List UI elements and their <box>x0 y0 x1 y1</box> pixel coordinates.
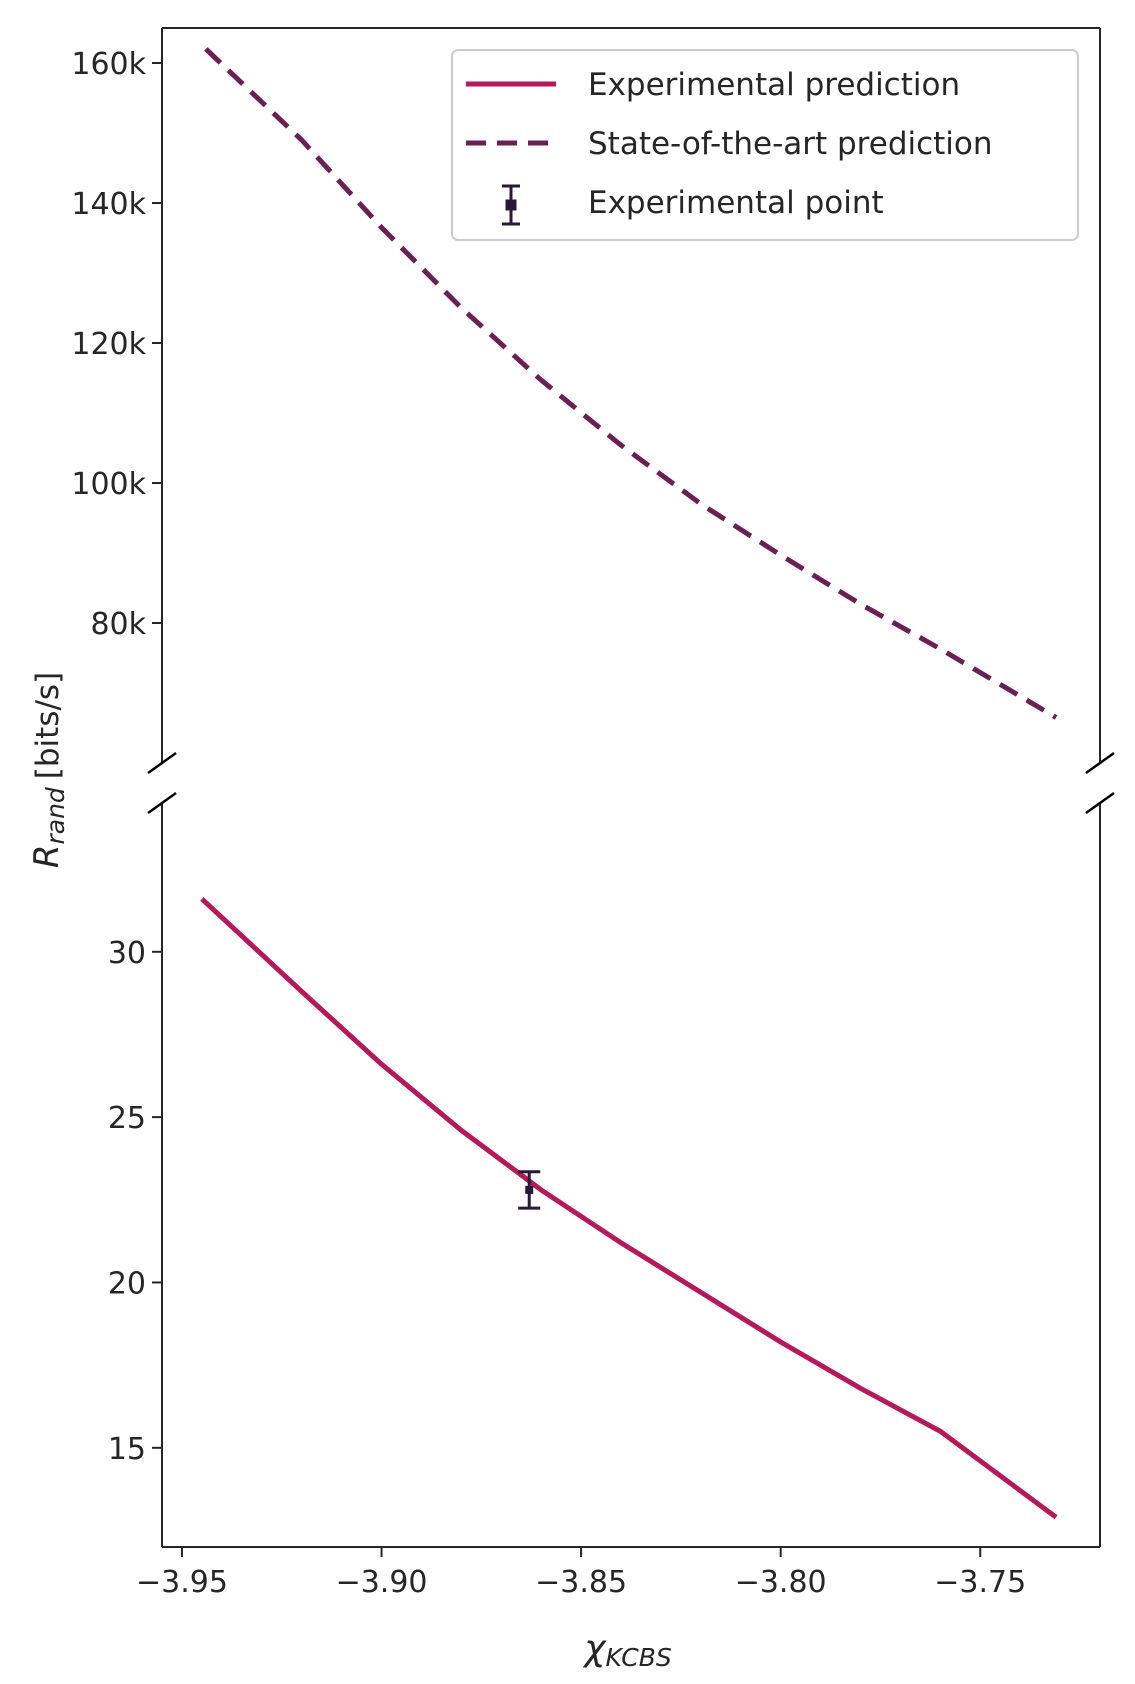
experimental-point <box>518 1170 541 1210</box>
break-mark <box>1085 751 1115 775</box>
axis-break-marks <box>147 751 1115 815</box>
lower-y-tick-label: 15 <box>108 1432 146 1467</box>
break-mark <box>147 751 177 775</box>
legend-box <box>451 49 1079 241</box>
lower-panel: 15 20 25 30 <box>108 897 1058 1520</box>
legend-swatch-experimental-point <box>502 184 520 226</box>
legend-label-experimental-point: Experimental point <box>588 185 884 221</box>
upper-y-tick-label: 140k <box>71 187 146 222</box>
legend: Experimental prediction State-of-the-art… <box>451 49 1079 241</box>
experimental-prediction-line <box>200 897 1058 1520</box>
legend-label-experimental-prediction: Experimental prediction <box>588 67 960 103</box>
upper-y-tick-label: 160k <box>71 47 146 82</box>
upper-y-tick-label: 80k <box>90 607 146 642</box>
x-axis-label: χKCBS <box>582 1628 672 1672</box>
upper-panel: 80k 100k 120k 140k 160k <box>71 47 1058 720</box>
lower-y-tick-label: 25 <box>108 1101 146 1136</box>
lower-y-tick-label: 30 <box>108 936 146 971</box>
x-axis: −3.95 −3.90 −3.85 −3.80 −3.75 <box>136 1547 1026 1600</box>
lower-y-tick-label: 20 <box>108 1266 146 1301</box>
break-mark <box>147 791 177 815</box>
y-axis-label: Rrand[bits/s] <box>27 672 70 868</box>
x-tick-label: −3.75 <box>934 1565 1026 1600</box>
axes-frame <box>161 27 1101 1548</box>
upper-y-tick-label: 100k <box>71 467 146 502</box>
upper-y-tick-label: 120k <box>71 327 146 362</box>
break-mark <box>1085 791 1115 815</box>
x-tick-label: −3.90 <box>336 1565 428 1600</box>
state-of-the-art-line <box>204 47 1058 720</box>
x-tick-label: −3.80 <box>735 1565 827 1600</box>
x-tick-label: −3.95 <box>136 1565 228 1600</box>
experimental-point-marker <box>525 1185 534 1194</box>
x-tick-label: −3.85 <box>535 1565 627 1600</box>
upper-y-axis: 80k 100k 120k 140k 160k <box>71 47 162 642</box>
legend-label-state-of-the-art: State-of-the-art prediction <box>588 126 993 162</box>
lower-y-axis: 15 20 25 30 <box>108 936 162 1467</box>
